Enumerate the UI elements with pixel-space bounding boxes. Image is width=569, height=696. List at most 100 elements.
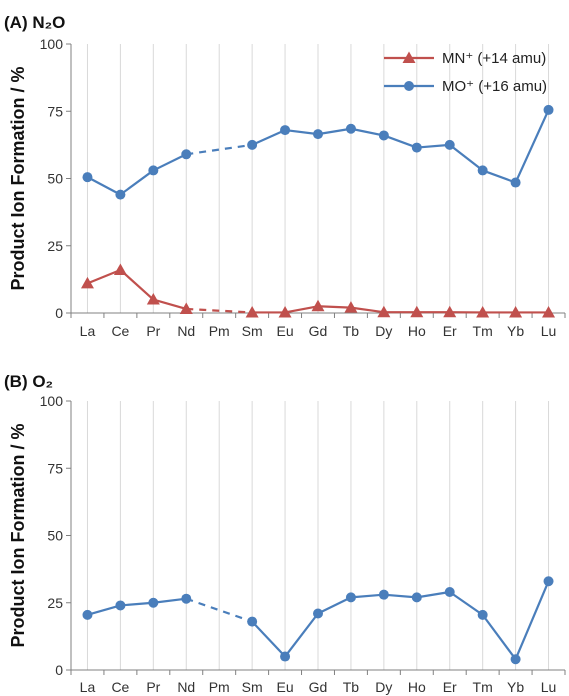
data-point-dy [377, 305, 391, 318]
series-line-segment [153, 298, 187, 311]
data-point-la [80, 276, 94, 289]
x-tick-label-ho: Ho [408, 679, 426, 695]
series-line-segment [153, 597, 187, 604]
y-tick-label: 25 [47, 595, 63, 611]
x-tick-label-pm: Pm [209, 679, 230, 695]
data-point-tb [345, 123, 356, 134]
data-point-tm [476, 305, 490, 318]
data-point-sm [247, 616, 258, 627]
chart-panel-b: 0 25 50 75 100 La Ce Pr Nd Pm Sm Eu Gd Tb Dy Ho Er Tm Yb Lu… [4, 372, 566, 695]
legend-label: MO⁺ (+16 amu) [442, 78, 547, 95]
data-point-tb [345, 592, 356, 603]
data-point-nd [181, 593, 192, 604]
series-0 [82, 576, 554, 665]
data-point-ce [115, 600, 126, 611]
series-line-segment [152, 153, 187, 172]
x-tick-label-pr: Pr [146, 323, 160, 339]
data-point-lu [543, 104, 554, 115]
data-point-gd [313, 608, 323, 619]
series-line-segment [383, 134, 418, 149]
x-tick-label-nd: Nd [177, 679, 195, 695]
data-point-ho [411, 142, 422, 153]
series-1 [82, 104, 554, 200]
x-tick-label-pr: Pr [146, 679, 160, 695]
x-tick-label-yb: Yb [507, 323, 524, 339]
data-point-dy [378, 589, 389, 600]
y-axis-label: Product Ion Formation / % [8, 424, 28, 648]
data-point-ho [411, 592, 422, 603]
data-point-er [444, 139, 455, 150]
x-tick-label-ce: Ce [111, 679, 129, 695]
x-tick-label-tb: Tb [343, 679, 360, 695]
x-tick-label-er: Er [443, 679, 457, 695]
series-line-segment [284, 305, 319, 314]
data-point-lu [542, 305, 556, 318]
series-line-segment [251, 620, 286, 658]
series-line-segment [350, 127, 385, 137]
series-line-segment [350, 593, 384, 599]
series-gap-dashed [185, 597, 253, 623]
x-tick-label-tm: Tm [473, 679, 493, 695]
x-tick-label-nd: Nd [177, 323, 195, 339]
x-tick-label-dy: Dy [375, 679, 392, 695]
data-point-sm [245, 305, 259, 318]
data-point-eu [280, 125, 291, 136]
x-tick-label-la: La [80, 323, 96, 339]
data-point-tb [344, 301, 358, 313]
x-tick-label-pm: Pm [209, 323, 230, 339]
data-point-pr [148, 597, 159, 608]
legend-marker-circle [404, 81, 414, 91]
series-line-segment [120, 601, 154, 607]
data-point-er [443, 305, 457, 318]
data-point-nd [181, 149, 192, 160]
series-line-segment [284, 612, 319, 658]
series-line-segment [251, 129, 286, 146]
x-tick-label-eu: Eu [277, 679, 294, 695]
series-line-segment [482, 169, 516, 184]
y-tick-label: 0 [55, 305, 63, 321]
data-point-la [82, 609, 93, 620]
chart-panel-a: 0 25 50 75 100 La Ce Pr Nd Pm Sm Eu Gd Tb Dy Ho Er Tm Yb Lu… [4, 13, 566, 339]
legend-marker-triangle [402, 51, 416, 63]
data-point-ho [410, 305, 424, 318]
x-tick-label-er: Er [443, 323, 457, 339]
x-tick-label-eu: Eu [277, 323, 294, 339]
panel-title: (A) N₂O [4, 13, 65, 32]
data-point-dy [378, 130, 389, 141]
series-line-segment [514, 580, 550, 660]
x-tick-label-la: La [80, 679, 96, 695]
series-line-segment [87, 604, 121, 616]
data-point-tm [477, 609, 488, 620]
data-point-la [82, 172, 93, 183]
data-point-gd [311, 299, 325, 312]
data-point-lu [543, 576, 554, 587]
y-tick-label: 100 [40, 393, 64, 409]
x-tick-label-sm: Sm [242, 679, 263, 695]
x-tick-label-yb: Yb [507, 679, 524, 695]
y-tick-label: 75 [47, 460, 63, 476]
series-line-segment [350, 306, 385, 314]
series-line-segment [449, 144, 484, 172]
series-gap-dashed [186, 307, 253, 314]
series-line-segment [119, 169, 154, 196]
series-line-segment [317, 596, 352, 615]
y-tick-label: 50 [47, 171, 63, 187]
data-point-pr [148, 165, 159, 176]
data-point-yb [510, 177, 521, 188]
data-point-sm [247, 139, 258, 150]
data-point-ce [115, 189, 126, 200]
x-tick-label-gd: Gd [309, 323, 328, 339]
x-tick-label-tb: Tb [343, 323, 360, 339]
data-point-eu [280, 651, 291, 662]
y-tick-label: 100 [40, 36, 64, 52]
series-0 [80, 263, 556, 318]
data-point-gd [313, 129, 323, 140]
x-tick-label-tm: Tm [473, 323, 493, 339]
y-tick-label: 25 [47, 238, 63, 254]
series-line-segment [383, 593, 417, 599]
data-point-yb [509, 305, 523, 318]
data-point-yb [510, 654, 521, 665]
x-tick-label-dy: Dy [375, 323, 392, 339]
data-point-eu [278, 305, 292, 318]
data-point-tm [477, 165, 488, 176]
